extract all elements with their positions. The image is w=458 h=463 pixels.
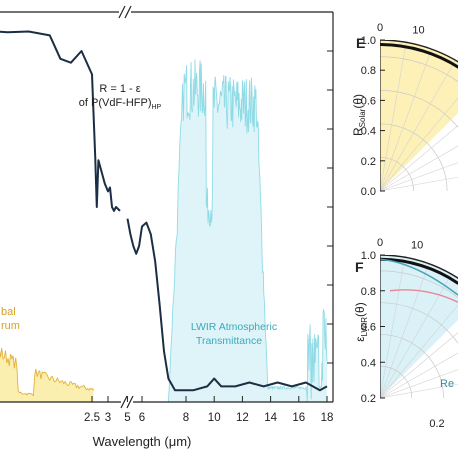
polar-grid-spoke bbox=[380, 263, 430, 399]
polar-y-tick-label: 0.8 bbox=[361, 286, 376, 298]
lwir-transmittance-line bbox=[167, 59, 328, 402]
polar-grid-spoke bbox=[380, 145, 458, 192]
annotation-r-material-sub: HP bbox=[152, 104, 162, 111]
solar-spectrum-line bbox=[0, 347, 94, 397]
polar-grid-spoke bbox=[380, 383, 458, 399]
polar-outer-arc bbox=[380, 255, 458, 280]
x-tick-label: 5 bbox=[124, 412, 130, 424]
reflectance-curve-b bbox=[126, 218, 328, 392]
x-tick-label: 16 bbox=[292, 412, 305, 424]
polar-y-tick-label: 0.8 bbox=[361, 65, 376, 77]
x-tick-label: 6 bbox=[139, 412, 145, 424]
polar-y-tick-label: 0.4 bbox=[361, 126, 376, 138]
polar-grid-spoke bbox=[380, 369, 458, 399]
panel-f-y-ticks: 1.0 0.8 0.6 0.4 0.2 bbox=[361, 250, 385, 405]
polar-y-tick-label: 0.6 bbox=[361, 95, 376, 107]
polar-grid-ring bbox=[380, 302, 458, 344]
panel-e-angle-ticks: 0 10 bbox=[377, 22, 425, 36]
polar-y-tick-label: 0.6 bbox=[361, 322, 376, 334]
panel-e-y-label-main: R bbox=[351, 127, 365, 136]
polar-grid-spoke bbox=[380, 162, 458, 192]
polar-angle-label: 0 bbox=[377, 22, 383, 34]
polar-outer-arc bbox=[380, 40, 458, 63]
annotation-solar-line2: rum bbox=[1, 320, 20, 332]
polar-angle-label: 10 bbox=[411, 239, 423, 251]
panel-f-y-label-sub: LWIR bbox=[360, 317, 369, 337]
polar-grid-spoke bbox=[380, 60, 456, 192]
panel-e-polar-body bbox=[380, 40, 458, 192]
x-tick-label: 3 bbox=[105, 412, 111, 424]
polar-grid-ring bbox=[380, 56, 458, 83]
polar-y-tick-label: 0.0 bbox=[361, 186, 376, 198]
x-tick-label: 12 bbox=[236, 412, 249, 424]
lwir-transmittance-fill bbox=[168, 59, 327, 402]
polar-grid-spoke bbox=[380, 304, 458, 399]
panel-f-y-label-main: ε bbox=[353, 336, 367, 342]
main-right-y-ticks bbox=[327, 11, 333, 403]
top-axis-break bbox=[118, 5, 132, 19]
annotation-lwir-line2: Transmittance bbox=[196, 335, 262, 347]
annotation-solar-line1: bal bbox=[1, 306, 16, 318]
polar-y-tick-label: 1.0 bbox=[361, 35, 376, 47]
polar-y-tick-label: 0.2 bbox=[361, 156, 376, 168]
panel-f-x-tick-0: 0.2 bbox=[429, 418, 444, 430]
panel-f-inner-label: Re bbox=[440, 378, 454, 390]
polar-y-tick-label: 0.2 bbox=[361, 393, 376, 405]
reflectance-curve-a bbox=[0, 30, 121, 212]
panel-f-angle-ticks: 0 10 bbox=[377, 237, 423, 251]
x-tick-label: 2.5 bbox=[84, 412, 100, 424]
bottom-axis-break bbox=[120, 395, 134, 409]
panel-f-y-label: εLWIR(θ) bbox=[353, 302, 369, 341]
panel-e-y-label-suffix: (θ) bbox=[351, 94, 365, 109]
panel-e-y-label-sub: Solar bbox=[358, 108, 367, 127]
annotation-r-material-main: of P(VdF-HFP) bbox=[79, 97, 152, 109]
panel-f: F 1.0 0.8 0.6 0.4 0.2 0 10 εLWIR(θ) Re 0.2 bbox=[353, 237, 458, 430]
polar-angle-label: 0 bbox=[377, 237, 383, 249]
polar-angle-label: 10 bbox=[412, 24, 424, 36]
polar-grid-spoke bbox=[380, 176, 458, 192]
x-tick-label: 8 bbox=[183, 412, 189, 424]
polar-fill bbox=[380, 40, 458, 191]
panel-f-label: F bbox=[355, 259, 364, 275]
polar-grid-ring bbox=[380, 334, 444, 399]
polar-grid-spoke bbox=[380, 49, 432, 192]
panel-e-y-label: RSolar(θ) bbox=[351, 94, 367, 136]
polar-grid-spoke bbox=[380, 125, 458, 192]
polar-grid-ring bbox=[380, 123, 448, 192]
x-tick-label: 18 bbox=[321, 412, 334, 424]
polar-grid-spoke bbox=[380, 42, 407, 192]
polar-grid-ring bbox=[380, 89, 458, 129]
panel-e: E 1.0 0.8 0.6 0.4 0.2 0.0 0 10 RSolar(θ) bbox=[351, 22, 458, 198]
x-tick-label: 14 bbox=[264, 412, 277, 424]
polar-grid-spoke bbox=[380, 352, 458, 399]
x-axis-label: Wavelength (μm) bbox=[93, 434, 192, 449]
polar-y-tick-label: 1.0 bbox=[361, 250, 376, 262]
panel-e-y-ticks: 1.0 0.8 0.6 0.4 0.2 0.0 bbox=[361, 35, 385, 198]
annotation-r-equation: R = 1 - ε bbox=[99, 83, 140, 95]
x-tick-label: 10 bbox=[208, 412, 221, 424]
main-background-layer bbox=[0, 59, 328, 402]
panel-e-label: E bbox=[356, 35, 365, 51]
polar-grid-spoke bbox=[380, 332, 458, 399]
polar-grid-spoke bbox=[380, 257, 406, 399]
main-series-layer bbox=[0, 30, 328, 392]
polar-y-tick-label: 0.4 bbox=[361, 357, 376, 369]
polar-fill bbox=[380, 255, 458, 398]
panel-f-y-label-suffix: (θ) bbox=[353, 302, 367, 317]
panel-f-polar-body bbox=[380, 255, 458, 399]
annotation-lwir-line1: LWIR Atmospheric bbox=[191, 321, 277, 333]
polar-grid-spoke bbox=[380, 97, 458, 192]
polar-grid-ring bbox=[380, 270, 458, 299]
polar-teal-curve bbox=[380, 258, 458, 296]
annotation-r-material: of P(VdF-HFP)HP bbox=[79, 97, 162, 111]
polar-secondary-curve bbox=[389, 289, 458, 303]
polar-data-curve bbox=[380, 43, 458, 69]
